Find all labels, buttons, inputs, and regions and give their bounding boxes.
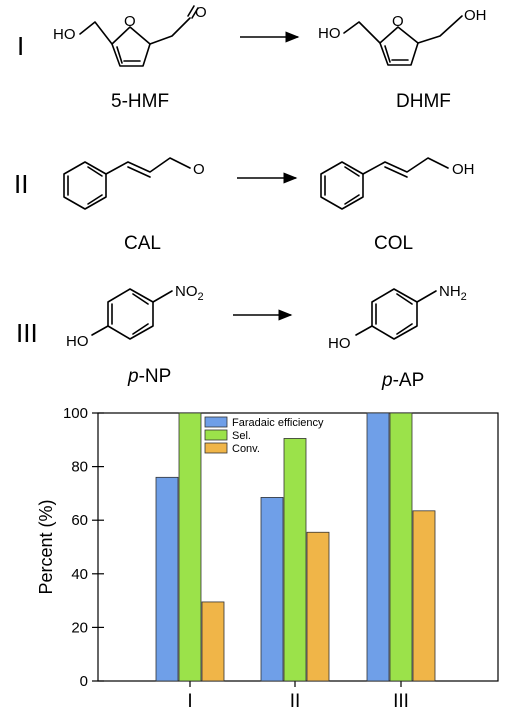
row-numeral-ii: II bbox=[14, 169, 28, 199]
bar-sel--I bbox=[178, 412, 202, 682]
cal-aldehyde-o: O bbox=[193, 161, 205, 178]
bar-faradaic-efficiency-III bbox=[366, 412, 390, 682]
y-tick-label: 40 bbox=[71, 566, 88, 583]
pnp-structure: NO2 HO bbox=[66, 283, 204, 350]
bar-conv--III bbox=[412, 510, 436, 682]
legend-swatch bbox=[204, 416, 228, 428]
y-axis: 0 20 40 60 80 100 bbox=[63, 405, 104, 690]
hmf-aldehyde-o: O bbox=[195, 4, 207, 21]
product-name-iii: p-AP bbox=[381, 370, 424, 391]
legend-label: Faradaic efficiency bbox=[232, 417, 324, 429]
pap-structure: NH2 HO bbox=[328, 283, 467, 352]
col-structure: OH bbox=[320, 157, 475, 210]
col-oh-label: OH bbox=[452, 161, 475, 178]
x-axis: I II III bbox=[187, 681, 409, 712]
x-category-label: III bbox=[393, 691, 409, 712]
dhmf-ring-o: O bbox=[392, 13, 404, 30]
legend-swatch bbox=[204, 442, 228, 454]
pap-ho-label: HO bbox=[328, 335, 351, 352]
y-tick-label: 80 bbox=[71, 459, 88, 476]
y-tick-label: 60 bbox=[71, 512, 88, 529]
bar-sel--III bbox=[389, 412, 413, 682]
reaction-scheme: I HO O O HO O OH 5-HMF DHMF II O bbox=[14, 4, 487, 391]
hmf-structure: HO O O bbox=[53, 4, 207, 67]
dhmf-structure: HO O OH bbox=[318, 7, 487, 66]
x-category-label: II bbox=[290, 691, 301, 712]
reactant-name-i: 5-HMF bbox=[111, 91, 169, 112]
y-tick-label: 20 bbox=[71, 619, 88, 636]
hmf-ho-label: HO bbox=[53, 26, 76, 43]
product-name-i: DHMF bbox=[396, 91, 451, 112]
bar-sel--II bbox=[283, 438, 307, 682]
reactant-name-iii: p-NP bbox=[127, 366, 171, 387]
y-tick-label: 100 bbox=[63, 405, 88, 422]
bar-conv--II bbox=[306, 531, 330, 682]
legend-label: Sel. bbox=[232, 430, 251, 442]
legend-swatch bbox=[204, 429, 228, 441]
cal-structure: O bbox=[63, 157, 205, 210]
pnp-no2-label: NO2 bbox=[175, 283, 204, 303]
row-numeral-iii: III bbox=[16, 318, 38, 348]
bar-faradaic-efficiency-I bbox=[155, 476, 179, 682]
dhmf-oh-label: OH bbox=[464, 7, 487, 24]
dhmf-ho-label: HO bbox=[318, 25, 341, 42]
row-numeral-i: I bbox=[17, 31, 24, 61]
bars bbox=[155, 412, 436, 682]
y-axis-label: Percent (%) bbox=[36, 499, 56, 594]
reactant-name-ii: CAL bbox=[124, 233, 161, 254]
hmf-ring-o: O bbox=[124, 13, 136, 30]
pnp-ho-label: HO bbox=[66, 333, 89, 350]
bar-conv--I bbox=[201, 601, 225, 682]
bar-faradaic-efficiency-II bbox=[260, 497, 284, 682]
pap-nh2-label: NH2 bbox=[439, 283, 467, 303]
x-category-label: I bbox=[187, 691, 192, 712]
product-name-ii: COL bbox=[374, 233, 413, 254]
legend-label: Conv. bbox=[232, 443, 260, 455]
y-tick-label: 0 bbox=[80, 673, 88, 690]
